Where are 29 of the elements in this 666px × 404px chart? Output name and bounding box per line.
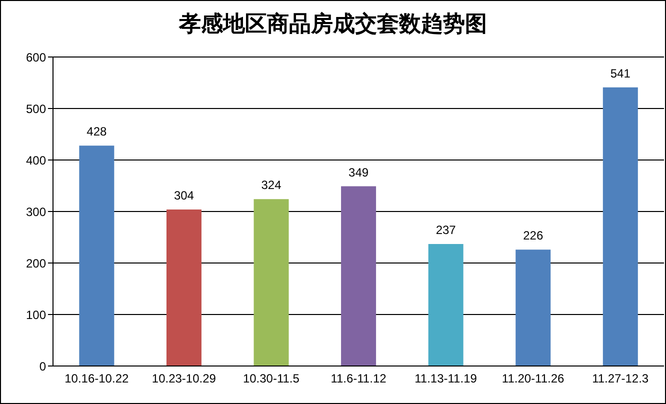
x-tick-label: 11.20-11.26 (502, 372, 565, 386)
data-label: 541 (610, 66, 631, 80)
bar (602, 87, 638, 366)
y-tick-label: 200 (26, 256, 46, 270)
bar (341, 186, 376, 366)
data-label: 226 (523, 228, 544, 243)
y-tick-label: 300 (26, 204, 46, 219)
bar (254, 199, 289, 366)
x-tick-label: 10.23-10.29 (152, 372, 216, 386)
data-label: 428 (86, 124, 108, 139)
bar (516, 250, 551, 366)
data-label: 349 (348, 165, 369, 180)
x-tick-label: 10.30-11.5 (242, 372, 300, 386)
bar (79, 146, 114, 366)
y-tick-label: 0 (39, 359, 46, 374)
x-tick-label: 10.16-10.22 (64, 372, 129, 386)
y-tick-label: 100 (26, 308, 46, 322)
chart-title: 孝感地区商品房成交套数趋势图 (178, 10, 488, 38)
bar (428, 244, 464, 366)
y-tick-label: 600 (26, 50, 46, 64)
data-label: 237 (436, 222, 456, 237)
y-tick-label: 500 (26, 102, 46, 116)
data-label: 324 (261, 178, 282, 192)
x-tick-label: 11.13-11.19 (414, 372, 478, 386)
x-tick-label: 11.6-11.12 (330, 372, 387, 386)
data-label: 304 (174, 188, 194, 202)
bar (166, 209, 202, 366)
y-tick-label: 400 (26, 153, 46, 168)
x-tick-label: 11.27-12.3 (592, 372, 649, 386)
